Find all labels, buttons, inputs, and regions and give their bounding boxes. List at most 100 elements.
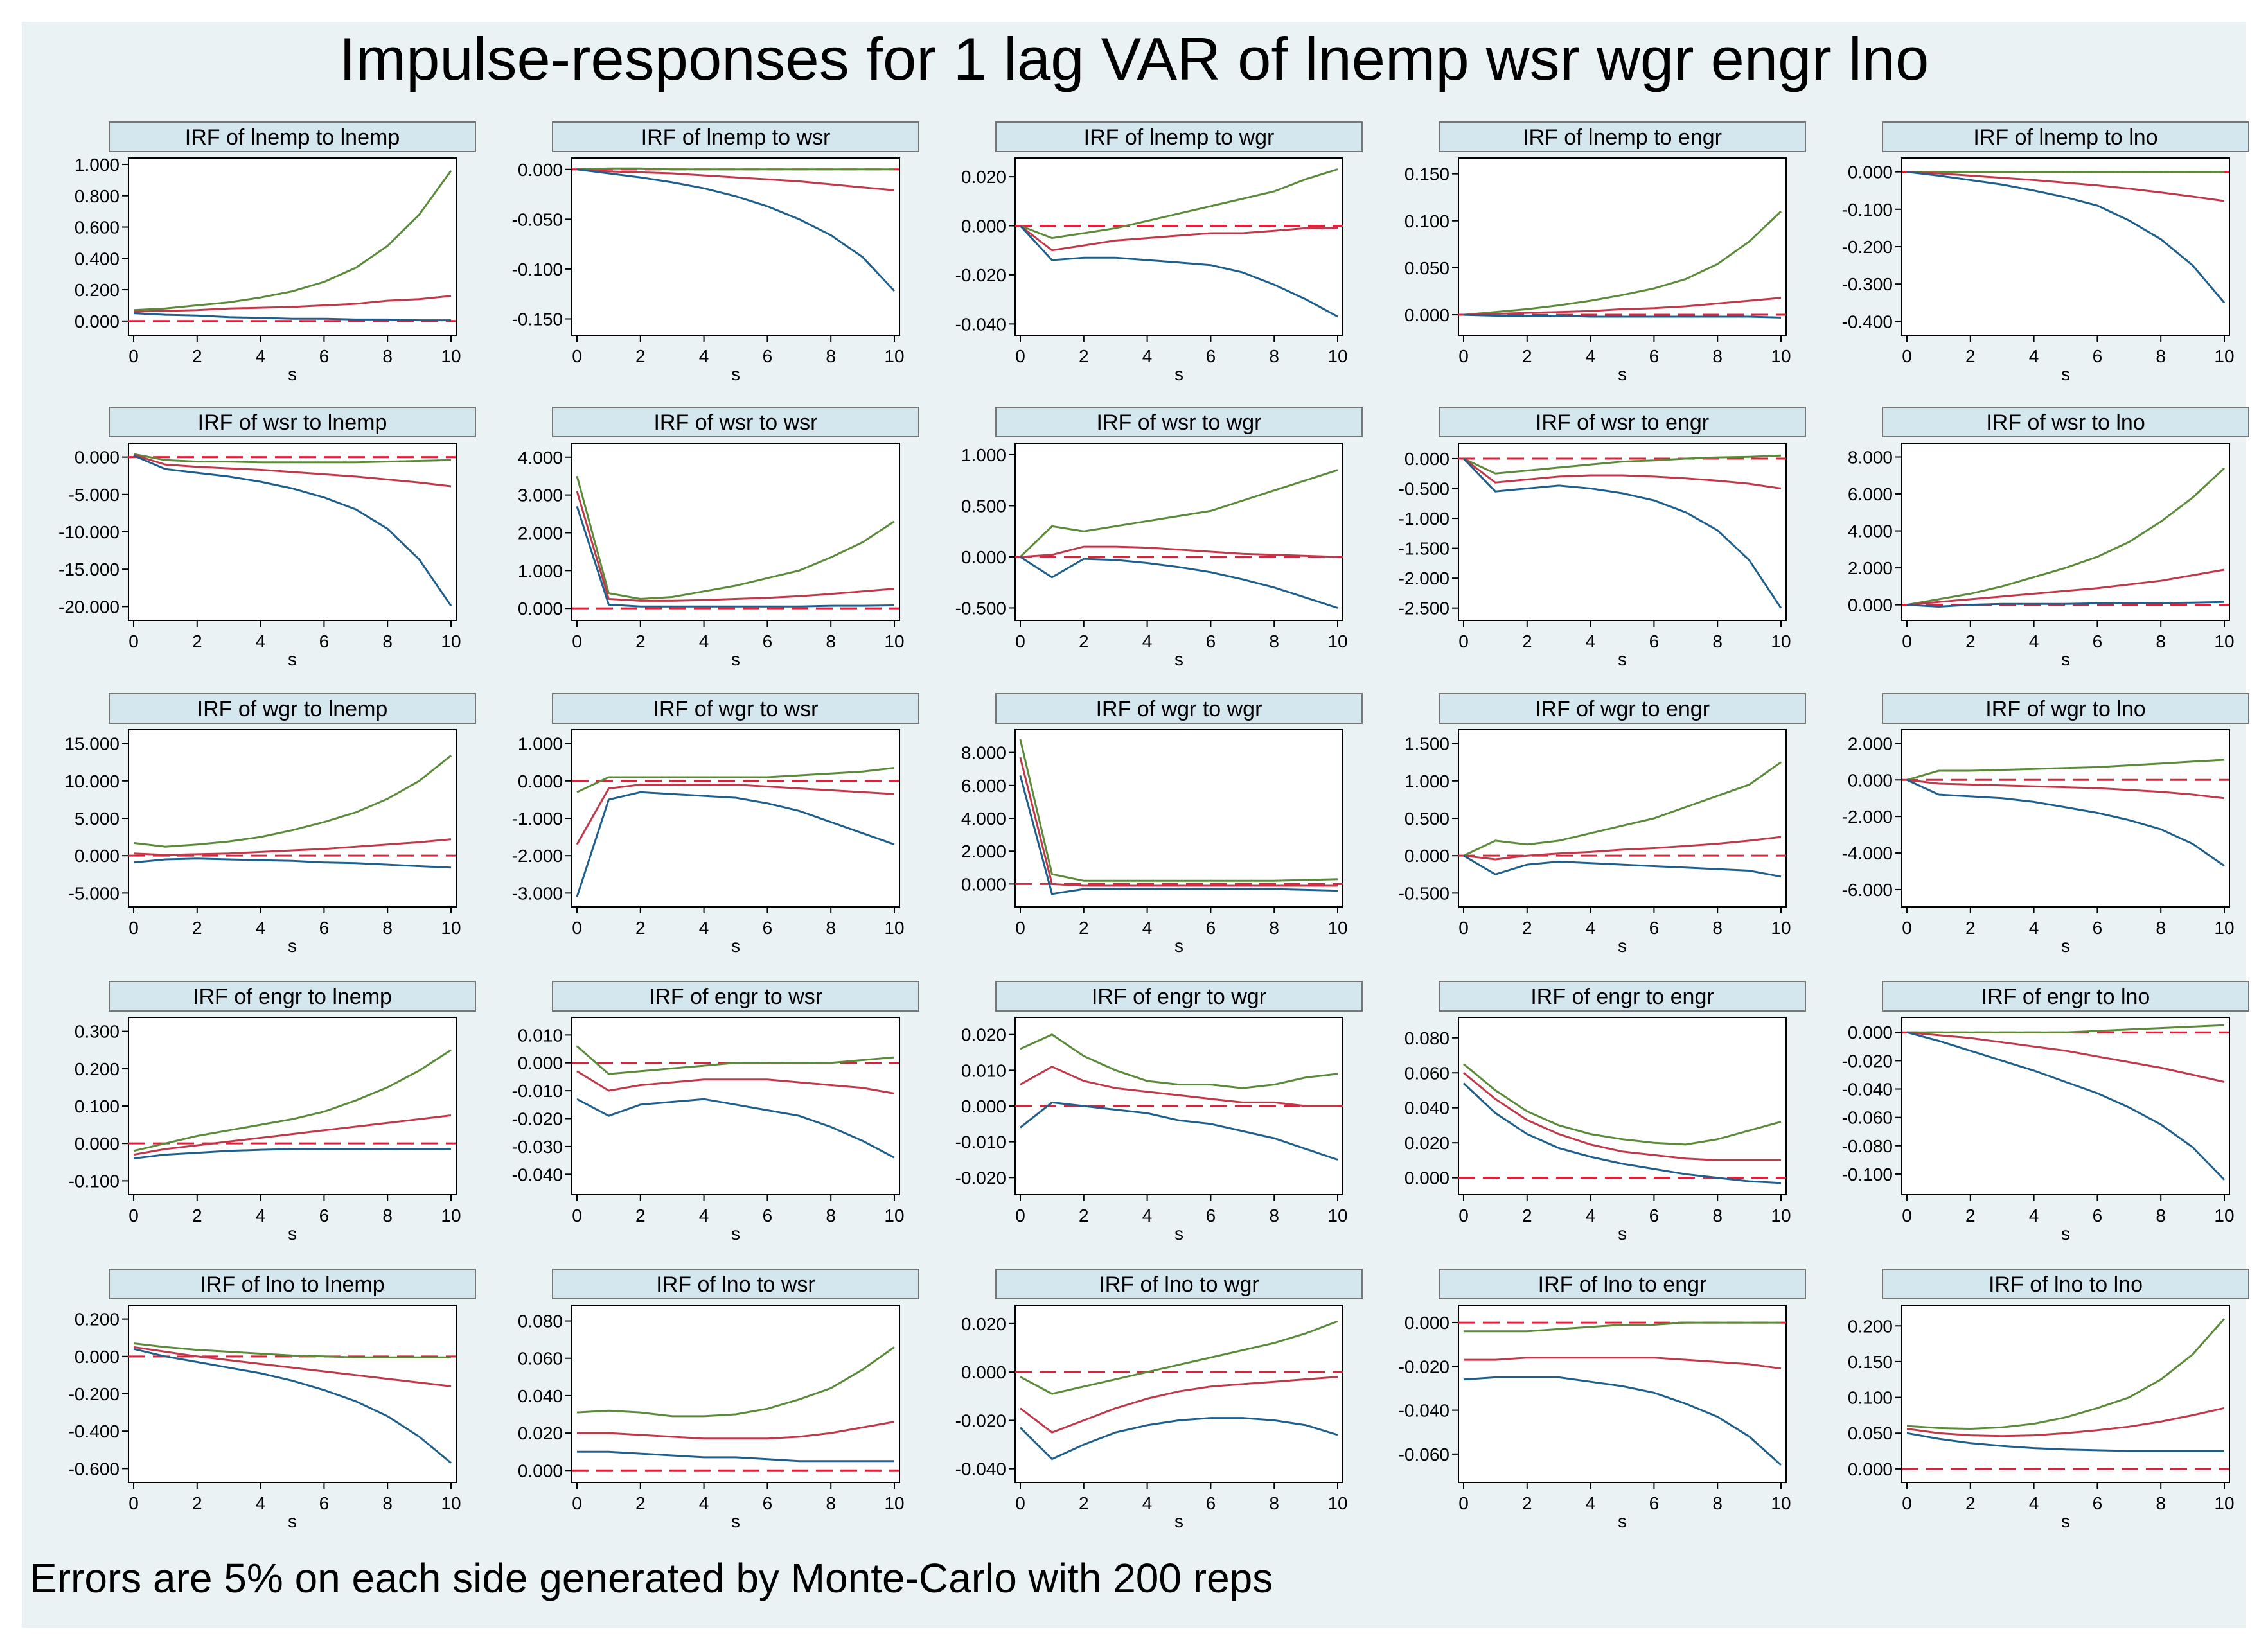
irf-panel: IRF of engr to lnemp 0.300 0.200 0.100 0.000… <box>69 981 476 1243</box>
x-axis-label: s <box>1618 364 1627 384</box>
y-tick-label: 0.000 <box>1404 449 1449 469</box>
x-tick-label: 10 <box>441 1493 461 1513</box>
x-tick-label: 4 <box>256 918 266 938</box>
y-tick-label: 0.000 <box>961 216 1006 236</box>
panel-title-box <box>109 407 476 437</box>
y-tick-label: 3.000 <box>518 486 563 505</box>
y-tick-label: -6.000 <box>1842 880 1893 900</box>
series-line-upper <box>1020 168 1338 240</box>
x-tick-label: 6 <box>763 631 773 651</box>
y-tick-label: 10.000 <box>64 771 120 791</box>
x-tick-label: 4 <box>2029 1493 2039 1513</box>
x-tick-label: 6 <box>763 346 773 366</box>
irf-panel: IRF of wsr to engr 0.000 -0.500 -1.000 -1.50… <box>1399 407 1806 669</box>
x-tick-label: 6 <box>1206 346 1216 366</box>
y-tick-label: 6.000 <box>1848 484 1893 504</box>
panel-title: IRF of lno to engr <box>1538 1272 1707 1297</box>
x-tick-label: 6 <box>319 631 330 651</box>
x-tick-label: 10 <box>1327 918 1347 938</box>
y-tick-label: 0.000 <box>518 1461 563 1481</box>
x-tick-label: 0 <box>572 918 582 938</box>
x-tick-label: 6 <box>2093 631 2103 651</box>
y-tick-label: 0.400 <box>75 249 120 268</box>
x-tick-label: 2 <box>1965 918 1976 938</box>
y-tick-label: -0.020 <box>512 1109 563 1129</box>
y-tick-label: 0.600 <box>75 218 120 238</box>
y-tick-label: 0.060 <box>1404 1063 1449 1083</box>
series-line-upper <box>576 167 894 171</box>
x-tick-label: 10 <box>441 1206 461 1226</box>
plot-region <box>571 157 900 336</box>
series-line-lower <box>1462 1082 1782 1184</box>
x-axis-label: s <box>1174 936 1183 956</box>
y-tick-label: -0.400 <box>69 1421 120 1441</box>
y-tick-label: 0.000 <box>1404 846 1449 866</box>
x-axis-label: s <box>1618 936 1627 956</box>
panel-title-box <box>1882 981 2249 1012</box>
x-axis-label: s <box>1618 1224 1627 1243</box>
series-line-upper <box>133 170 452 312</box>
x-tick-label: 8 <box>382 1493 393 1513</box>
panel-title: IRF of engr to lnemp <box>193 985 392 1009</box>
x-tick-label: 8 <box>826 918 836 938</box>
y-tick-label: 0.800 <box>75 186 120 206</box>
irf-panel: IRF of wsr to lno 8.000 6.000 4.000 2.000 0.0… <box>1848 407 2249 669</box>
y-tick-label: 0.020 <box>1404 1133 1449 1153</box>
series-line-irf <box>1463 297 1782 316</box>
x-tick-label: 2 <box>1079 1493 1089 1513</box>
y-tick-label: 0.500 <box>1404 809 1449 829</box>
x-tick-label: 4 <box>1586 1493 1596 1513</box>
x-tick-label: 4 <box>256 631 266 651</box>
panel-title: IRF of lnemp to wsr <box>641 125 831 150</box>
x-tick-label: 10 <box>2214 1206 2234 1226</box>
x-tick-label: 8 <box>826 346 836 366</box>
x-tick-label: 10 <box>1327 631 1347 651</box>
y-tick-label: -2.500 <box>1399 599 1449 619</box>
x-tick-label: 8 <box>382 346 393 366</box>
series-line-lower <box>1020 1101 1338 1161</box>
y-tick-label: -0.500 <box>955 598 1006 618</box>
x-axis-label: s <box>288 649 297 669</box>
x-tick-label: 10 <box>1771 346 1791 366</box>
x-tick-label: 0 <box>128 346 139 366</box>
x-tick-label: 0 <box>1458 346 1469 366</box>
series-line-lower <box>1020 556 1338 609</box>
y-tick-label: 0.000 <box>1404 305 1449 325</box>
figure-title: Impulse-responses for 1 lag VAR of lnemp… <box>339 25 1929 92</box>
x-axis-label: s <box>1174 1224 1183 1243</box>
irf-panel: IRF of wgr to wgr 8.000 6.000 4.000 2.000 0.0… <box>961 693 1363 956</box>
y-tick-label: 8.000 <box>1848 448 1893 468</box>
panel-title: IRF of wsr to engr <box>1536 410 1709 435</box>
y-tick-label: -10.000 <box>58 522 120 542</box>
irf-panel: IRF of lno to lnemp 0.200 0.000 -0.200 -0.40… <box>69 1269 476 1531</box>
panel-title-box <box>552 1269 919 1299</box>
x-axis-label: s <box>2061 1224 2070 1243</box>
plot-region <box>1458 1305 1787 1483</box>
panel-title: IRF of lnemp to engr <box>1523 125 1722 150</box>
plot-region <box>571 1017 900 1195</box>
x-tick-label: 8 <box>1269 631 1279 651</box>
x-tick-label: 0 <box>1902 346 1912 366</box>
y-tick-label: 0.050 <box>1848 1423 1893 1443</box>
panel-title: IRF of engr to wgr <box>1092 985 1266 1009</box>
y-tick-label: 1.000 <box>75 155 120 175</box>
x-tick-label: 6 <box>2093 918 2103 938</box>
series-line-upper <box>1906 759 2225 781</box>
panel-title-box <box>109 1269 476 1299</box>
y-tick-label: -0.200 <box>69 1384 120 1404</box>
x-tick-label: 0 <box>1902 918 1912 938</box>
y-tick-label: -1.000 <box>1399 509 1449 529</box>
x-axis-label: s <box>731 364 740 384</box>
y-tick-label: -0.100 <box>512 259 563 279</box>
y-tick-label: 0.000 <box>518 160 563 180</box>
x-tick-label: 0 <box>1458 918 1469 938</box>
y-tick-label: 6.000 <box>961 776 1006 796</box>
y-tick-label: 0.040 <box>518 1386 563 1406</box>
x-tick-label: 2 <box>635 346 646 366</box>
x-axis-label: s <box>288 1511 297 1531</box>
y-tick-label: -0.010 <box>955 1132 1006 1152</box>
x-tick-label: 0 <box>1902 1493 1912 1513</box>
panel-title-box <box>1439 981 1806 1012</box>
y-tick-label: 15.000 <box>64 734 120 754</box>
